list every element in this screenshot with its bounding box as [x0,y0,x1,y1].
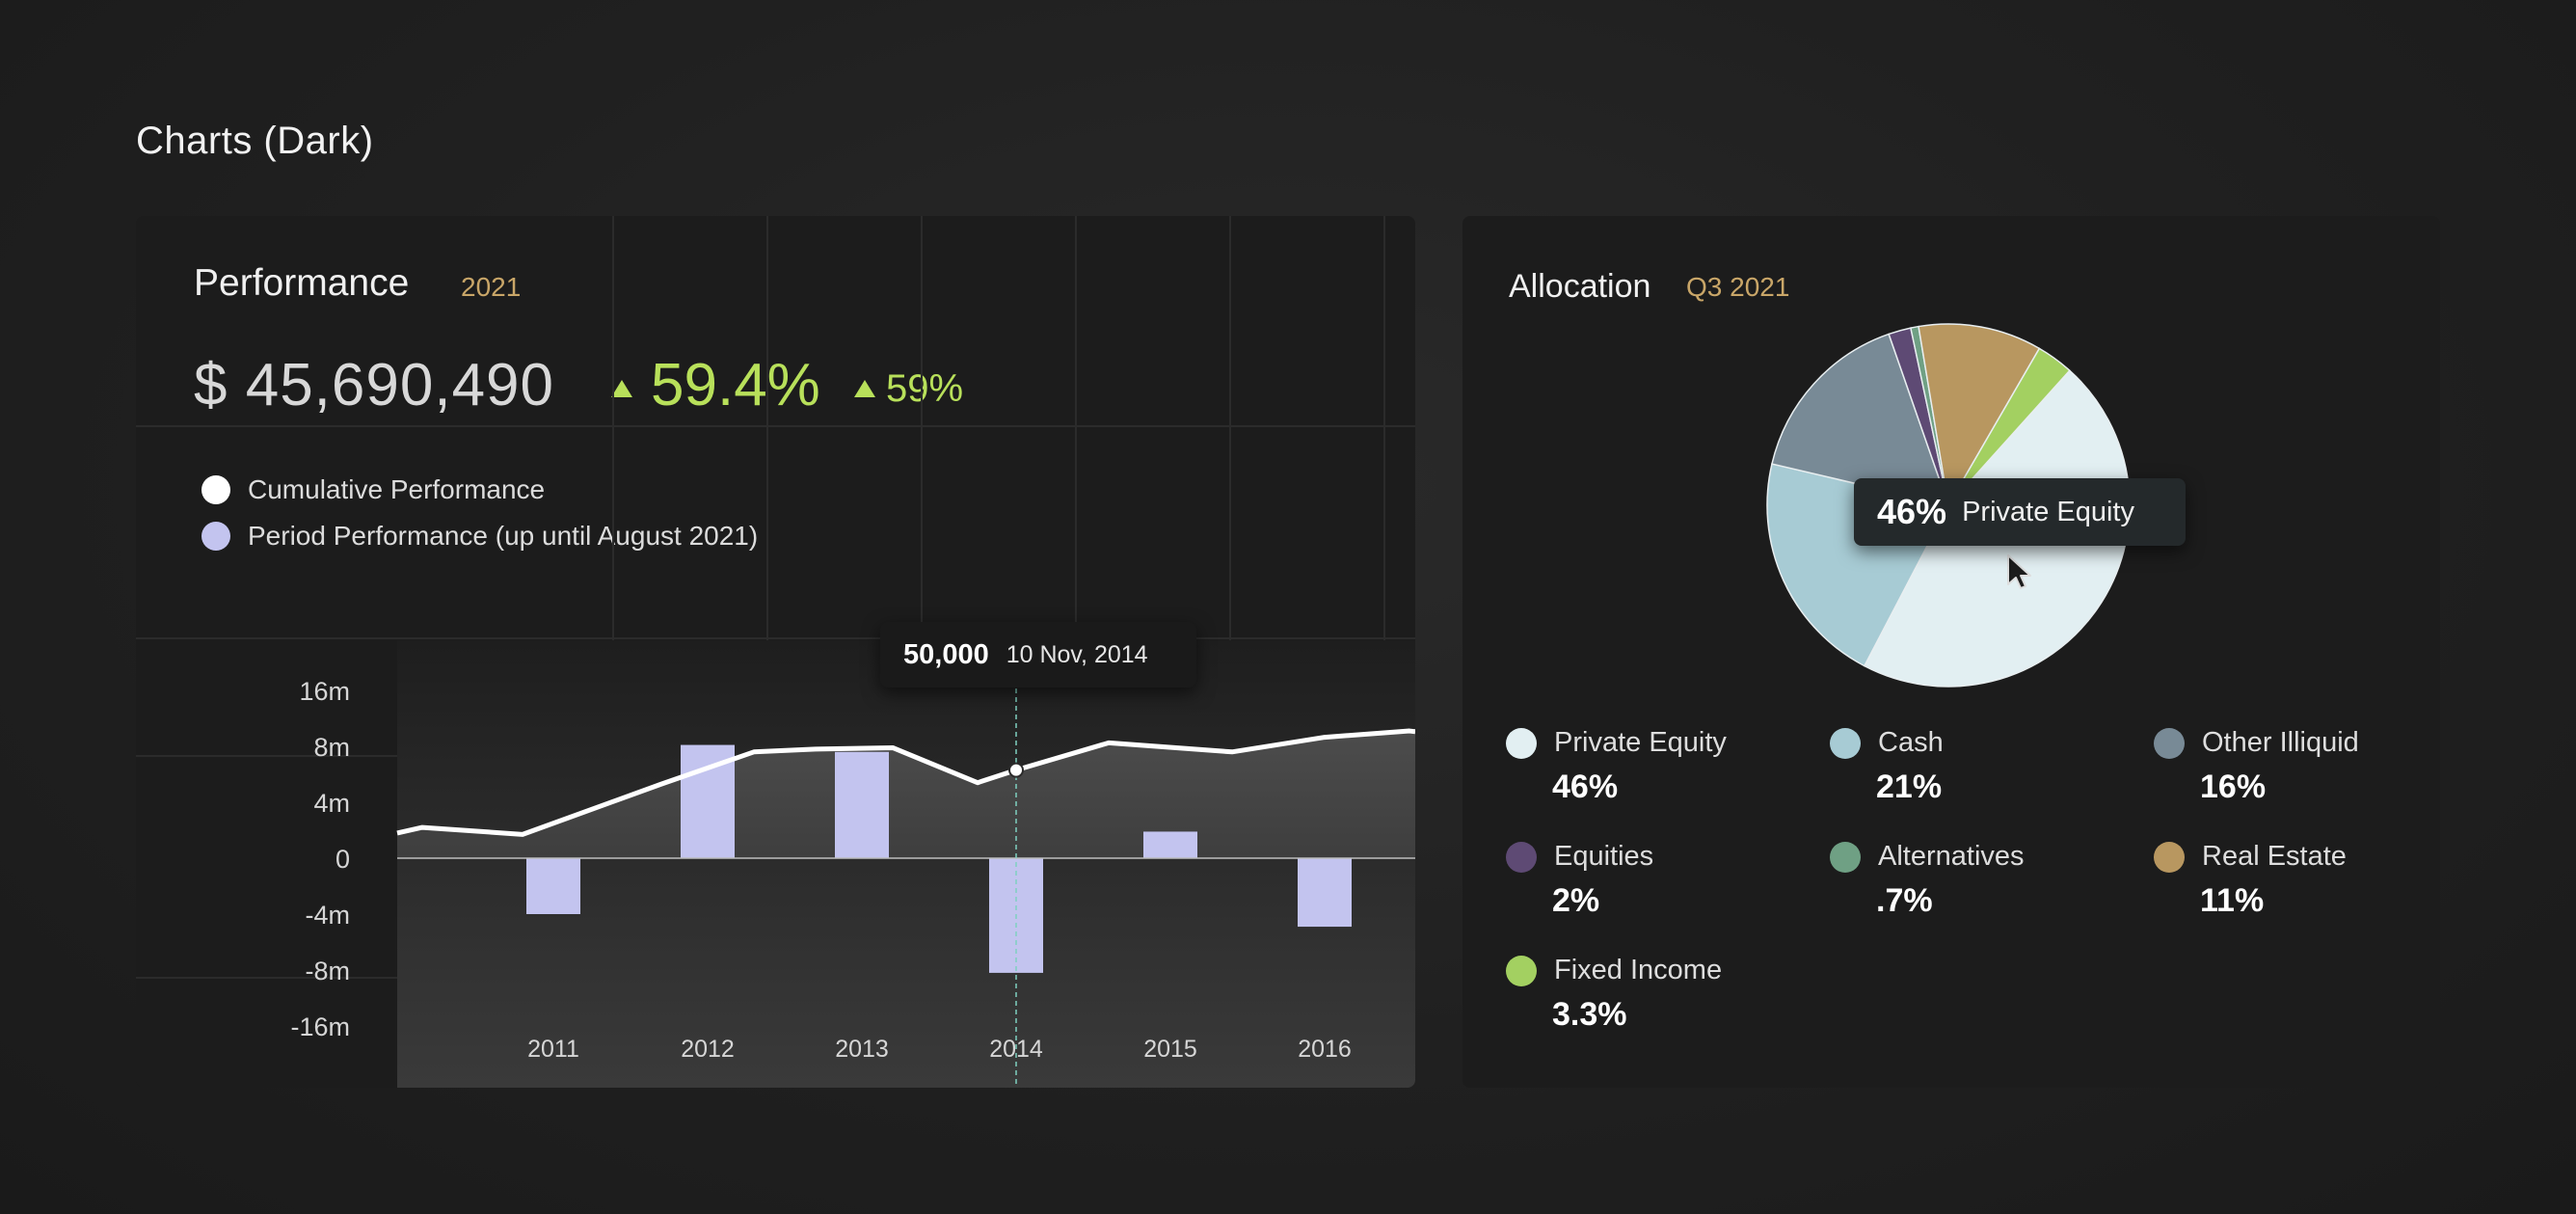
y-tick-label: -16m [290,1012,350,1041]
allocation-pie-chart[interactable] [1462,216,2440,717]
allocation-period: Q3 2021 [1686,272,1790,302]
x-tick-label: 2014 [989,1036,1043,1063]
allocation-title: Allocation [1509,268,1651,305]
x-tick-label: 2016 [1298,1036,1352,1063]
total-value: $ 45,690,490 [194,352,555,418]
allocation-item[interactable]: Equities 2% [1506,841,1795,920]
y-tick-label: 0 [335,845,350,874]
private-equity-dot-icon [1506,727,1537,759]
y-tick-label: -8m [306,957,351,985]
legend-dot-white-icon [201,475,230,504]
page-title: Charts (Dark) [136,120,374,162]
x-tick-label: 2015 [1143,1036,1197,1063]
allocation-item[interactable]: Fixed Income 3.3% [1506,955,1795,1034]
performance-year: 2021 [461,272,522,302]
bar-2015[interactable] [1143,831,1197,858]
pie-slice-other-illiquid[interactable] [1771,333,1950,507]
performance-card: Performance 2021 $ 45,690,490 59.4% 59% … [136,216,1415,1088]
y-tick-label: 8m [313,733,350,762]
legend-cumulative-label: Cumulative Performance [248,474,546,504]
allocation-item-value: 21% [1876,769,1943,805]
y-tick-label: 16m [299,677,350,706]
allocation-item-label: Alternatives [1878,841,2025,872]
cash-dot-icon [1830,727,1861,759]
y-tick-label: 4m [313,789,350,818]
allocation-item-label: Private Equity [1554,727,1727,758]
x-tick-label: 2012 [681,1036,735,1063]
up-arrow-icon [854,380,875,397]
y-tick-label: -4m [306,901,351,930]
legend-cumulative[interactable]: Cumulative Performance [201,474,545,505]
allocation-item[interactable]: Alternatives .7% [1830,841,2119,920]
alternatives-dot-icon [1830,841,1861,873]
cumulative-line[interactable] [396,728,1415,837]
allocation-item-value: 11% [2200,882,2265,919]
change-percent-small: 59% [886,367,964,410]
real-estate-dot-icon [2154,841,2185,873]
allocation-tooltip-value: 46% [1877,492,1947,531]
pie-slice-fixed-income[interactable] [1947,347,2071,506]
allocation-item-value: 16% [2200,769,2267,805]
performance-title: Performance [194,262,410,304]
allocation-item[interactable]: Real Estate 11% [2154,841,2440,920]
tooltip-value: 50,000 [903,638,989,670]
x-tick-label: 2013 [835,1036,889,1063]
cursor-icon [2007,554,2031,589]
cumulative-area [397,731,1415,858]
allocation-item-label: Cash [1878,727,1944,758]
legend-period[interactable]: Period Performance (up until August 2021… [201,521,758,552]
allocation-item-value: 46% [1552,769,1619,805]
allocation-card: Allocation Q3 2021 46% Private Equity Pr… [1462,216,2440,1088]
performance-chart[interactable]: 16m 8m 4m 0 -4m -8m -16m 2011 2012 2013 2014 2015 20… [136,216,1415,1088]
allocation-item[interactable]: Cash 21% [1830,727,2119,806]
tooltip-date: 10 Nov, 2014 [1006,640,1148,668]
change-percent: 59.4% [651,352,820,418]
equities-dot-icon [1506,841,1537,873]
allocation-item-value: .7% [1876,882,1933,919]
allocation-tooltip-label: Private Equity [1962,496,2134,527]
allocation-tooltip: 46% Private Equity [1854,478,2186,546]
allocation-item-label: Equities [1554,841,1654,872]
highlight-point[interactable] [1008,762,1024,778]
allocation-item-label: Fixed Income [1554,955,1723,985]
fixed-income-dot-icon [1506,955,1537,986]
allocation-item[interactable]: Private Equity 46% [1506,727,1795,806]
x-tick-label: 2011 [527,1036,579,1063]
legend-period-label: Period Performance (up until August 2021… [248,521,759,551]
pie-slice-real-estate[interactable] [1918,323,2041,508]
allocation-item[interactable]: Other Illiquid 16% [2154,727,2440,806]
allocation-item-label: Real Estate [2202,841,2347,872]
bar-2011[interactable] [526,858,580,914]
allocation-item-value: 2% [1552,882,1600,919]
up-arrow-icon [611,380,632,397]
bar-2016[interactable] [1298,858,1352,928]
other-illiquid-dot-icon [2154,727,2185,759]
allocation-item-value: 3.3% [1552,996,1627,1033]
bar-2013[interactable] [835,751,889,858]
performance-tooltip: 50,000 10 Nov, 2014 [880,622,1196,688]
legend-dot-lavender-icon [201,522,230,551]
allocation-item-label: Other Illiquid [2202,727,2359,758]
